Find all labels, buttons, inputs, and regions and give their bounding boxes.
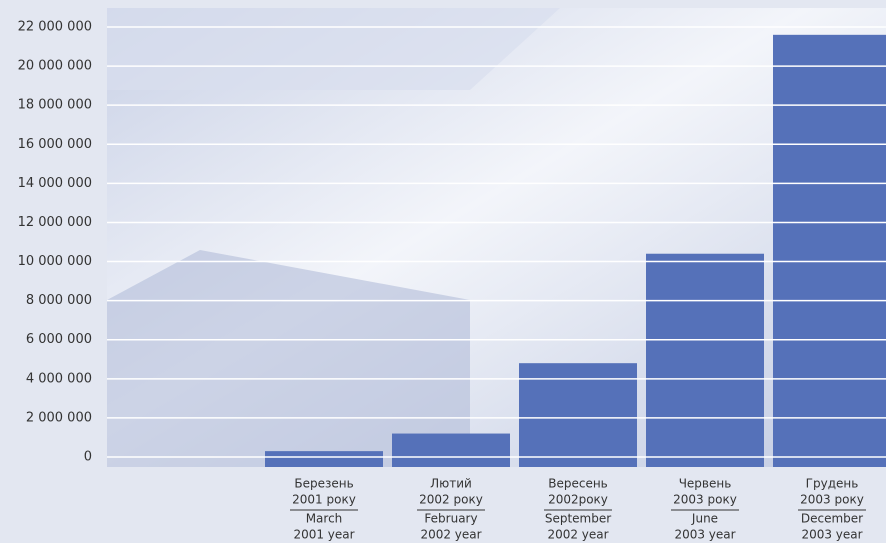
background-shape bbox=[107, 8, 560, 90]
y-tick-label: 20 000 000 bbox=[18, 59, 92, 74]
x-tick-label: 2002 year bbox=[547, 528, 608, 542]
y-tick-label: 0 bbox=[84, 450, 92, 465]
y-tick-label: 18 000 000 bbox=[18, 98, 92, 113]
y-tick-label: 6 000 000 bbox=[26, 332, 92, 347]
x-tick-label: 2001 year bbox=[293, 528, 354, 542]
bar bbox=[646, 253, 764, 467]
x-tick-label: 2003 року bbox=[800, 493, 864, 507]
background-shape bbox=[107, 250, 470, 467]
x-tick-label: Грудень bbox=[806, 477, 859, 491]
x-tick-label: 2001 року bbox=[292, 493, 356, 507]
bar bbox=[265, 451, 383, 467]
x-tick-label: June bbox=[691, 512, 718, 526]
y-tick-label: 10 000 000 bbox=[18, 254, 92, 269]
x-tick-label: February bbox=[424, 512, 477, 526]
y-tick-label: 22 000 000 bbox=[18, 20, 92, 35]
x-tick-label: 2003 year bbox=[801, 528, 862, 542]
y-tick-label: 12 000 000 bbox=[18, 215, 92, 230]
x-tick-label: Лютий bbox=[430, 477, 472, 491]
x-tick-label: 2003 year bbox=[674, 528, 735, 542]
x-tick-label: Вересень bbox=[548, 477, 608, 491]
x-tick-label: 2002року bbox=[548, 493, 608, 507]
bar bbox=[519, 363, 637, 467]
x-tick-label: March bbox=[306, 512, 343, 526]
y-tick-label: 16 000 000 bbox=[18, 137, 92, 152]
y-tick-label: 4 000 000 bbox=[26, 371, 92, 386]
bar bbox=[392, 433, 510, 467]
x-tick-label: December bbox=[801, 512, 863, 526]
y-tick-label: 14 000 000 bbox=[18, 176, 92, 191]
x-tick-label: Червень bbox=[679, 477, 732, 491]
x-tick-label: 2003 року bbox=[673, 493, 737, 507]
y-tick-label: 8 000 000 bbox=[26, 293, 92, 308]
bar bbox=[773, 34, 886, 468]
x-tick-label: 2002 year bbox=[420, 528, 481, 542]
x-tick-label: 2002 року bbox=[419, 493, 483, 507]
y-tick-label: 2 000 000 bbox=[26, 410, 92, 425]
x-tick-label: Березень bbox=[294, 477, 353, 491]
x-tick-label: September bbox=[545, 512, 611, 526]
